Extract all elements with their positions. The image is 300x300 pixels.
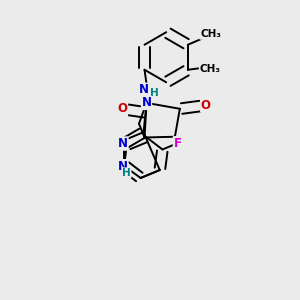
Text: N: N: [139, 83, 149, 96]
Text: O: O: [117, 102, 128, 116]
Text: CH₃: CH₃: [200, 29, 221, 39]
Text: N: N: [142, 96, 152, 110]
Text: N: N: [118, 160, 128, 173]
Text: N: N: [118, 137, 128, 150]
Text: F: F: [173, 137, 181, 150]
Text: CH₃: CH₃: [200, 64, 220, 74]
Text: O: O: [201, 99, 211, 112]
Text: H: H: [122, 168, 131, 178]
Text: H: H: [150, 88, 159, 98]
